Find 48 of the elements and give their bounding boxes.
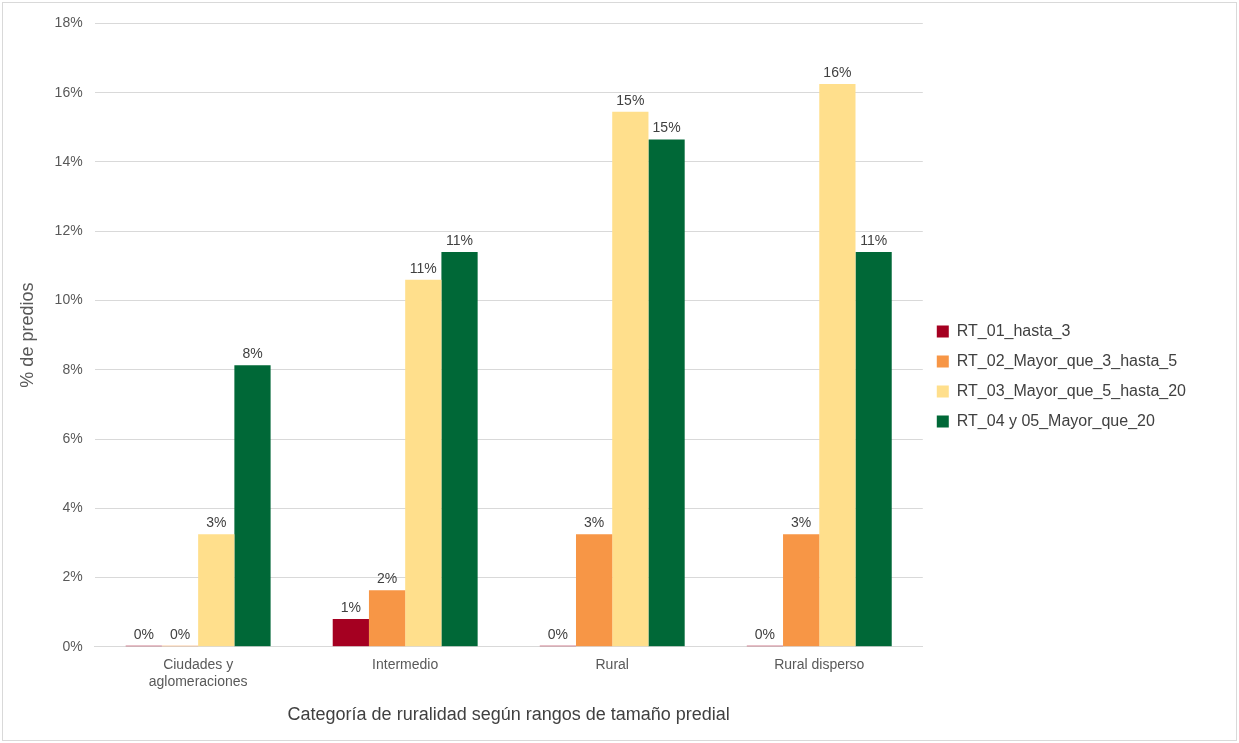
- legend-label: RT_03_Mayor_que_5_hasta_20: [956, 381, 1187, 400]
- y-tick-label: 14%: [54, 152, 83, 169]
- legend-label: RT_02_Mayor_que_3_hasta_5: [956, 351, 1178, 370]
- y-tick-label: 4%: [62, 499, 83, 516]
- x-tick-label: Ciudades y aglomeraciones: [148, 656, 248, 689]
- bar: [332, 619, 369, 647]
- bar: [368, 590, 406, 647]
- data-label: 16%: [823, 63, 852, 80]
- bar: [234, 365, 271, 647]
- data-label: 15%: [616, 91, 645, 108]
- bar: [612, 111, 649, 647]
- bar: [198, 534, 235, 647]
- bar: [855, 251, 892, 647]
- data-label: 2%: [376, 570, 398, 587]
- x-axis-title: Categoría de ruralidad según rangos de tamaño predial: [287, 704, 730, 725]
- y-tick-label: 8%: [62, 360, 83, 377]
- data-label: 15%: [652, 119, 681, 136]
- data-label: 0%: [169, 625, 191, 642]
- y-tick-label: 0%: [62, 637, 83, 654]
- y-tick-label: 2%: [62, 568, 83, 585]
- bar: [441, 251, 478, 647]
- bar: [575, 534, 613, 647]
- bar: [819, 84, 856, 647]
- y-tick-label: 16%: [54, 83, 83, 100]
- bar: [405, 279, 442, 647]
- data-label: 11%: [446, 231, 474, 248]
- data-label: 1%: [340, 598, 361, 615]
- legend-label: RT_04 y 05_Mayor_que_20: [956, 411, 1155, 430]
- bar: [648, 139, 685, 647]
- y-axis-title: % de predios: [16, 282, 37, 388]
- data-label: 0%: [133, 625, 154, 642]
- y-tick-label: 6%: [62, 429, 83, 446]
- data-label: 11%: [409, 259, 437, 276]
- y-tick-label: 10%: [54, 291, 83, 308]
- data-label: 3%: [206, 514, 227, 531]
- y-tick-label: 12%: [54, 222, 83, 239]
- bar: [783, 534, 820, 647]
- data-label: 3%: [791, 514, 812, 531]
- data-label: 3%: [583, 514, 605, 531]
- data-label: 0%: [754, 625, 776, 642]
- data-label: 11%: [860, 231, 888, 248]
- x-tick-label: Rural disperso: [774, 656, 865, 673]
- data-label: 8%: [242, 345, 263, 362]
- x-tick-label: Rural: [595, 656, 629, 673]
- x-tick-label: Intermedio: [372, 656, 439, 673]
- data-label: 0%: [547, 625, 568, 642]
- y-tick-label: 18%: [54, 14, 83, 31]
- legend-label: RT_01_hasta_3: [956, 321, 1071, 340]
